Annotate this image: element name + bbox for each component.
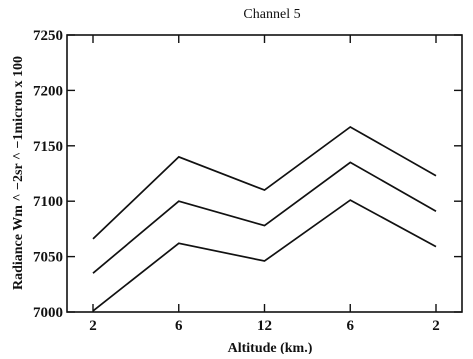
plot-frame xyxy=(66,34,463,313)
plot-border xyxy=(66,34,463,313)
x-tick-label: 2 xyxy=(432,318,440,334)
y-tick-label: 7150 xyxy=(33,139,63,155)
series-line-2 xyxy=(92,161,437,274)
y-tick-label: 7250 xyxy=(33,28,63,44)
series-line-1 xyxy=(92,125,437,240)
x-tick-label: 6 xyxy=(347,318,355,334)
chart-title: Channel 5 xyxy=(243,7,300,22)
x-axis-label: Altitude (km.) xyxy=(228,341,313,354)
y-axis-label: Radiance Wm ^ −2sr ^ −1micron x 100 xyxy=(11,56,26,290)
series-line-3 xyxy=(92,199,437,312)
x-tick-label: 12 xyxy=(257,318,272,334)
y-axis-ticks: 7000 7050 7100 7150 7200 7250 xyxy=(33,28,462,321)
y-tick-label: 7050 xyxy=(33,250,63,266)
x-tick-label: 2 xyxy=(89,318,97,334)
y-tick-label: 7200 xyxy=(33,83,63,99)
y-tick-label: 7000 xyxy=(33,305,63,321)
y-tick-label: 7100 xyxy=(33,194,63,210)
x-tick-label: 6 xyxy=(175,318,183,334)
series-lines xyxy=(92,125,437,312)
x-axis-ticks: 2 6 12 6 2 xyxy=(89,35,440,334)
